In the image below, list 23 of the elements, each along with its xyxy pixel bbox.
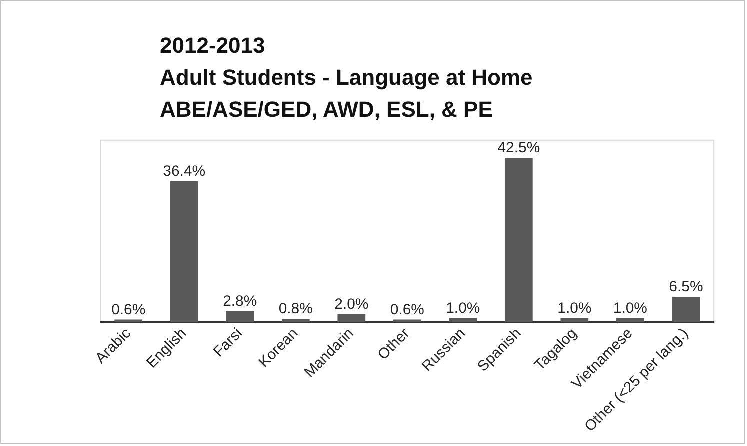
data-label: 2.8% xyxy=(223,292,258,310)
bar xyxy=(560,318,589,322)
data-label: 1.0% xyxy=(558,300,592,317)
data-label: 42.5% xyxy=(498,140,540,157)
data-label: 0.6% xyxy=(390,301,424,318)
data-label: 36.4% xyxy=(163,163,206,180)
bar xyxy=(449,318,478,322)
bar xyxy=(226,311,254,322)
chart-title: 2012-2013 Adult Students - Language at Home ABE/ASE/GED, AWD, ESL, & PE xyxy=(160,32,533,124)
bar xyxy=(170,182,198,322)
bar xyxy=(672,296,700,322)
data-label: 1.0% xyxy=(613,300,648,317)
bar xyxy=(393,320,422,322)
bar xyxy=(616,318,644,322)
bar xyxy=(504,158,533,322)
data-label: 2.0% xyxy=(334,296,369,314)
data-label: 0.8% xyxy=(278,300,313,318)
data-label: 0.6% xyxy=(112,301,146,318)
bar xyxy=(282,318,310,322)
data-label: 1.0% xyxy=(446,300,480,317)
bar xyxy=(338,314,366,322)
bar xyxy=(114,320,143,322)
data-label: 6.5% xyxy=(669,278,704,296)
